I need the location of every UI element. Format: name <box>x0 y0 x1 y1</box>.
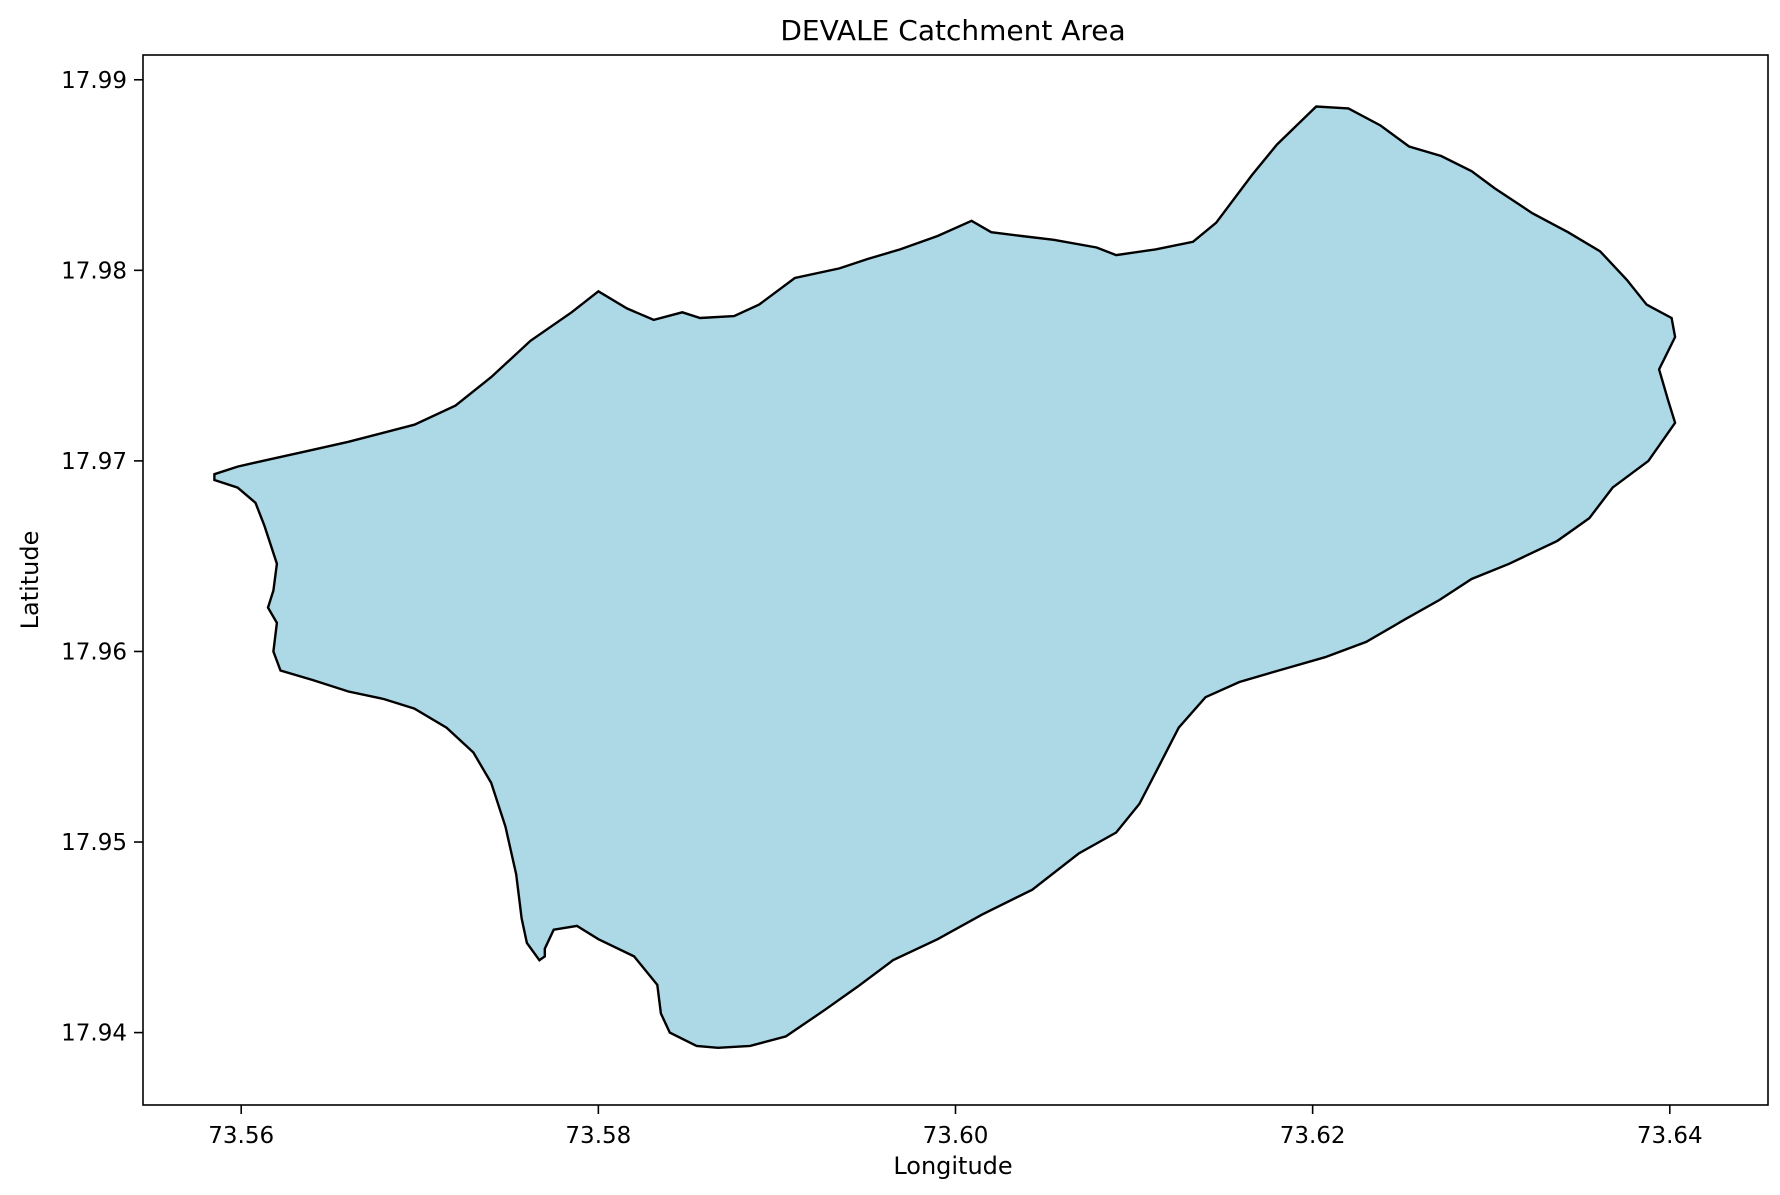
x-axis: 73.56 73.58 73.60 73.62 73.64 <box>208 1105 1703 1149</box>
x-axis-label: Longitude <box>893 1152 1012 1180</box>
y-tick-label: 17.98 <box>61 258 127 284</box>
x-tick-label: 73.62 <box>1280 1123 1346 1149</box>
y-tick-label: 17.96 <box>61 639 127 665</box>
y-tick-label: 17.99 <box>61 68 127 94</box>
y-tick-label: 17.94 <box>61 1021 127 1047</box>
x-tick-label: 73.64 <box>1637 1123 1703 1149</box>
x-tick-label: 73.56 <box>208 1123 274 1149</box>
y-axis-label: Latitude <box>16 531 44 630</box>
y-tick-label: 17.97 <box>61 449 127 475</box>
x-tick-label: 73.60 <box>923 1123 989 1149</box>
catchment-polygon <box>213 105 1677 1050</box>
chart-title: DEVALE Catchment Area <box>780 14 1125 47</box>
y-tick-label: 17.95 <box>61 830 127 856</box>
x-tick-label: 73.58 <box>565 1123 631 1149</box>
y-axis: 17.94 17.95 17.96 17.97 17.98 17.99 <box>61 68 143 1047</box>
plot-area <box>213 105 1677 1050</box>
